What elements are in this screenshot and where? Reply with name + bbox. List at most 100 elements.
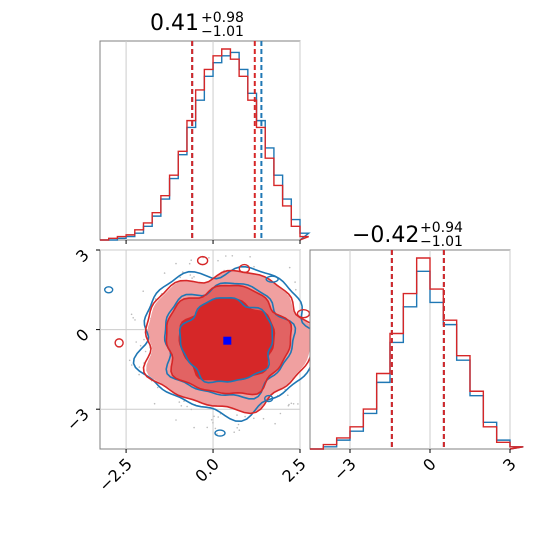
scatter-point [214,427,217,430]
scatter-point [233,431,235,434]
p1-title-plus: +0.98 [201,10,244,26]
scatter-point [128,359,131,362]
x-tick-label-p1: 2.5 [278,454,309,485]
contour-island [263,394,274,403]
scatter-point [236,414,238,416]
scatter-point [175,419,177,421]
tick-marks [96,240,511,453]
scatter-point [292,403,295,405]
scatter-point [183,400,185,403]
contour-island [296,308,311,319]
contour-line-b-outer [142,269,319,415]
scatter-point [249,255,251,258]
scatter-point [190,408,193,411]
truth-marker [223,336,232,345]
scatter-point [216,433,218,435]
contour-line-b-middle [165,284,293,396]
scatter-point [244,415,246,418]
scatter-point [138,366,141,368]
scatter-point [290,402,293,405]
scatter-point [288,266,291,269]
scatter-point [217,416,219,418]
contour-island [114,338,124,348]
scatter-point [225,255,227,257]
scatter-point [186,405,188,408]
p1-series-a [100,51,311,241]
scatter-point [189,274,192,276]
scatter-point [180,405,183,407]
scatter-point [190,259,192,262]
scatter-point [206,426,208,429]
scatter-point [175,262,177,265]
2d-contour-lines [103,255,326,437]
scatter-point [179,276,181,279]
x-tick-label-p2: 0 [419,454,440,475]
y-tick-label-p2: −3 [63,405,93,435]
panel-p1-frame [99,40,301,241]
scatter-point [144,350,147,353]
scatter-point [153,402,156,405]
scatter-point [287,394,289,397]
y-tick-label-p2: 3 [72,245,93,266]
scatter-point [193,276,195,278]
scatter-point [213,415,215,418]
y-tick-label-p2: 0 [72,325,93,346]
scatter-point [130,313,133,316]
scatter-point [208,257,210,259]
scatter-point [231,255,234,257]
p1-series-a-line [100,51,311,241]
x-tick-label-p1: 0.0 [191,454,222,485]
p1-series-b-line [100,48,309,241]
scatter-point [295,288,297,291]
p1-title-median: 0.41 [150,11,199,36]
p2-series-b-line [310,257,524,450]
scatter-point [279,412,282,415]
panel-p2-histogram: −0.42 +0.94 −1.01 [309,220,524,450]
scatter-point [238,429,241,432]
scatter-point [253,417,255,420]
panel-p1-histogram: 0.41 +0.98 −1.01 [99,10,311,241]
x-tick-label-p2: −3 [330,454,360,484]
scatter-point [294,281,296,283]
scatter-point [135,341,137,343]
panel-p2-frame [309,249,511,450]
x-tick-label-p1: −2.5 [95,454,136,495]
contour-line-a-inner [178,296,274,384]
p2-series-b [310,257,524,450]
contour-island [103,286,114,294]
scatter-point [237,423,240,426]
scatter-point [154,298,157,300]
scatter-point [142,290,144,293]
scatter-point [217,259,219,262]
contour-island [196,255,209,266]
p1-title-minus: −1.01 [201,24,244,40]
p2-title-median: −0.42 [352,223,419,248]
scatter-point [130,364,133,366]
scatter-point [143,338,145,341]
x-tick-label-p2: 3 [499,454,520,475]
scatter-point [193,426,195,429]
scatter-point [138,373,140,376]
p1-quantile-lines [191,41,263,240]
scatter-point [132,317,134,319]
scatter-point [156,386,159,389]
scatter-point [210,419,213,421]
p1-series-b [100,48,309,241]
scatter-point [191,277,193,279]
contour-island [214,429,226,437]
p2-title-plus: +0.94 [420,220,463,236]
scatter-point [163,272,166,274]
contour-island [238,263,251,274]
p2-title-minus: −1.01 [420,234,463,250]
scatter-point [274,422,276,425]
scatter-point [297,403,299,405]
scatter-point [236,427,238,429]
scatter-point [181,271,184,273]
contour-island [265,275,279,283]
scatter-point [188,262,191,265]
scatter-point [134,319,136,321]
scatter-point [288,403,290,406]
p2-quantile-lines [390,250,445,449]
scatter-point [262,417,265,420]
